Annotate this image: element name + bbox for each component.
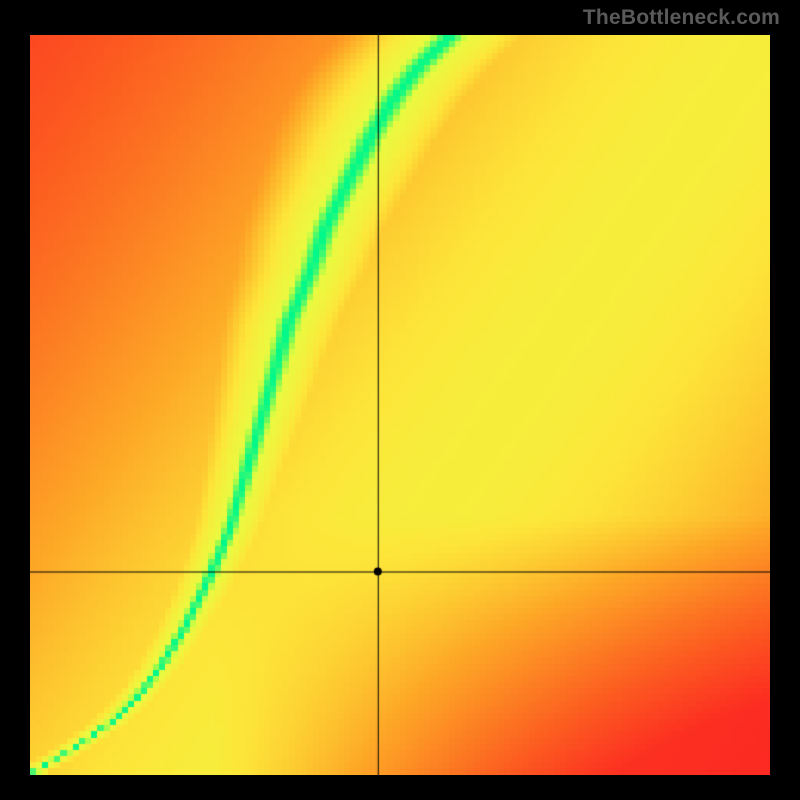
bottleneck-heatmap: [30, 35, 770, 775]
watermark-text: TheBottleneck.com: [583, 6, 780, 30]
heatmap-canvas: [30, 35, 770, 775]
